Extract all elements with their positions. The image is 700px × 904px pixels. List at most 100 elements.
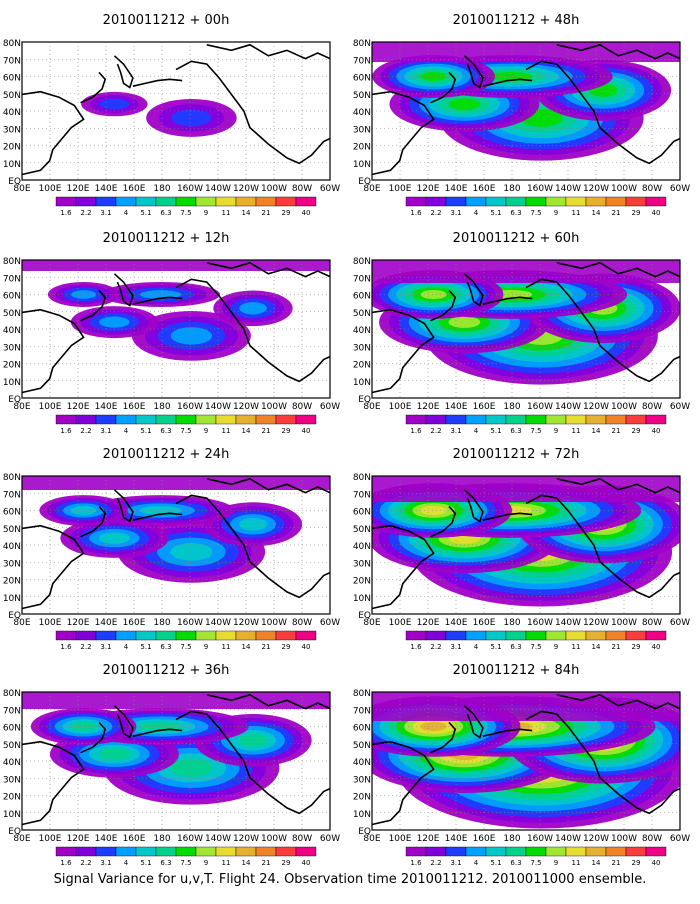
colorbar-swatch <box>75 846 97 857</box>
colorbar-swatch <box>255 630 277 641</box>
lon-tick-label: 80E <box>13 402 30 412</box>
colorbar-swatch <box>565 196 587 207</box>
coastline <box>556 261 681 278</box>
coastline <box>430 289 457 322</box>
colorbar-swatch <box>545 414 567 425</box>
lat-tick-label: 70N <box>353 490 371 500</box>
lat-tick-label: 40N <box>3 758 21 768</box>
lat-tick-label: 60N <box>3 508 21 518</box>
lon-tick-label: 140W <box>555 184 581 194</box>
lat-tick-label: 10N <box>353 810 371 820</box>
lon-tick-label: 160E <box>473 834 496 844</box>
lon-tick-label: 120W <box>583 618 609 628</box>
colorbar-swatch <box>75 414 97 425</box>
colorbar-swatch <box>465 196 487 207</box>
lon-tick-label: 180 <box>503 834 520 844</box>
lon-tick-label: 120E <box>417 834 440 844</box>
coastline <box>371 90 435 176</box>
coastline <box>430 71 457 104</box>
lon-tick-label: 180 <box>153 184 170 194</box>
lat-tick-label: EQ <box>358 177 371 187</box>
coastline <box>175 494 331 599</box>
colorbar-swatch <box>295 196 317 207</box>
colorbar-label: 40 <box>652 859 661 867</box>
colorbar-swatch <box>625 414 647 425</box>
colorbar-swatch <box>235 196 257 207</box>
colorbar-label: 2.2 <box>430 859 441 867</box>
lat-tick-label: 20N <box>3 143 21 153</box>
coastline <box>556 43 681 60</box>
colorbar-swatch <box>75 196 97 207</box>
figure-caption: Signal Variance for u,v,T. Flight 24. Ob… <box>53 872 647 887</box>
lat-tick-label: 80N <box>3 257 21 267</box>
lon-tick-label: 120W <box>233 184 259 194</box>
colorbar-swatch <box>75 630 97 641</box>
lon-tick-label: 100E <box>39 618 62 628</box>
panel-title: 2010011212 + 72h <box>453 447 580 462</box>
colorbar-label: 2.2 <box>80 209 91 217</box>
lon-tick-label: 60W <box>320 184 340 194</box>
lat-tick-label: EQ <box>8 827 21 837</box>
colorbar-swatch <box>645 630 667 641</box>
panel-title: 2010011212 + 00h <box>103 13 230 28</box>
colorbar-label: 5.1 <box>140 427 151 435</box>
variance-contour <box>420 72 447 81</box>
colorbar-label: 21 <box>262 427 271 435</box>
coastline <box>21 524 85 610</box>
colorbar-swatch <box>405 196 427 207</box>
colorbar-swatch <box>275 196 297 207</box>
variance-band <box>22 260 330 271</box>
colorbar-label: 2.2 <box>80 427 91 435</box>
variance-contour <box>98 748 131 760</box>
colorbar-label: 21 <box>262 643 271 651</box>
colorbar-swatch <box>565 846 587 857</box>
lat-tick-label: 50N <box>3 741 21 751</box>
colorbar-label: 14 <box>242 209 251 217</box>
lon-tick-label: 100E <box>389 834 412 844</box>
lon-tick-label: 80E <box>13 618 30 628</box>
colorbar-swatch <box>215 414 237 425</box>
coastline <box>132 78 183 87</box>
lon-tick-label: 180 <box>503 618 520 628</box>
lat-tick-label: 80N <box>3 473 21 483</box>
variance-contour <box>420 721 447 732</box>
lon-tick-label: 180 <box>153 618 170 628</box>
colorbar-label: 21 <box>612 643 621 651</box>
colorbar-label: 3.1 <box>450 427 461 435</box>
colorbar-label: 40 <box>302 427 311 435</box>
map-panel: 2010011212 + 24h 80N 70N 60N 50N 40N 30N 20N 10N… <box>3 447 340 651</box>
colorbar-swatch <box>115 846 137 857</box>
colorbar-label: 11 <box>222 427 231 435</box>
colorbar-swatch <box>565 414 587 425</box>
colorbar-label: 4 <box>474 427 479 435</box>
lat-tick-label: 40N <box>353 108 371 118</box>
lon-tick-label: 120E <box>417 402 440 412</box>
lon-tick-label: 160W <box>527 184 553 194</box>
colorbar-label: 3.1 <box>100 643 111 651</box>
colorbar-label: 6.3 <box>510 643 521 651</box>
lat-tick-label: 60N <box>3 292 21 302</box>
map-frame <box>21 259 331 399</box>
map-panel: 2010011212 + 36h 80N 70N 60N 50N 40N 30N 20N 10N… <box>3 663 340 867</box>
panel-title: 2010011212 + 36h <box>103 663 230 678</box>
variance-field <box>372 692 680 829</box>
lon-tick-label: 60W <box>320 834 340 844</box>
colorbar-swatch <box>485 846 507 857</box>
map-panel: 2010011212 + 60h 80N 70N 60N 50N 40N 30N 20N 10N… <box>353 231 690 435</box>
colorbar-label: 9 <box>554 859 558 867</box>
colorbar-label: 29 <box>632 209 641 217</box>
lat-tick-label: 50N <box>353 741 371 751</box>
lon-tick-label: 120E <box>67 402 90 412</box>
colorbar-swatch <box>405 846 427 857</box>
lon-tick-label: 100W <box>261 618 287 628</box>
lon-tick-label: 60W <box>670 184 690 194</box>
colorbar-label: 2.2 <box>80 643 91 651</box>
lon-tick-label: 80W <box>292 618 312 628</box>
lon-tick-label: 160W <box>527 618 553 628</box>
lat-tick-label: 70N <box>3 56 21 66</box>
colorbar-label: 14 <box>592 427 601 435</box>
colorbar-swatch <box>625 846 647 857</box>
coastline <box>113 273 134 307</box>
colorbar-label: 21 <box>612 427 621 435</box>
colorbar-swatch <box>625 196 647 207</box>
